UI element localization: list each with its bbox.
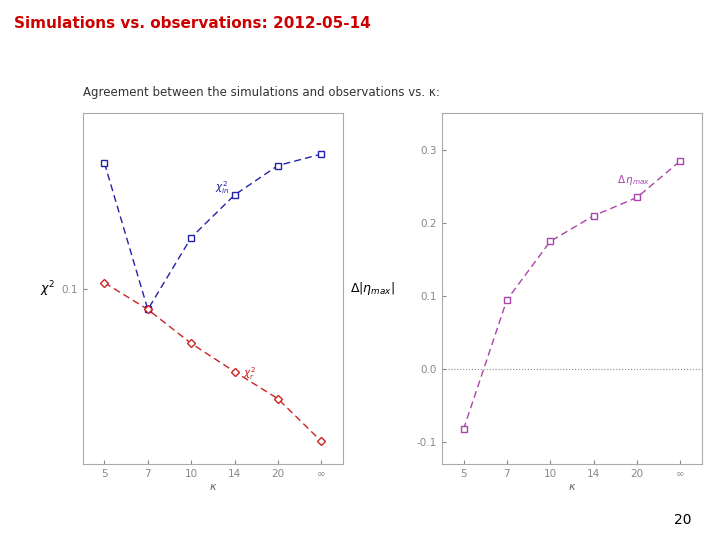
- Text: 20: 20: [674, 513, 691, 527]
- Y-axis label: $\Delta|\eta_{max}|$: $\Delta|\eta_{max}|$: [350, 280, 395, 298]
- Text: $\chi^2_{in}$: $\chi^2_{in}$: [215, 180, 230, 197]
- Text: Agreement between the simulations and observations vs. κ:: Agreement between the simulations and ob…: [83, 86, 440, 99]
- Text: Simulations vs. observations: 2012-05-14: Simulations vs. observations: 2012-05-14: [14, 16, 371, 31]
- X-axis label: $\kappa$: $\kappa$: [567, 482, 576, 492]
- X-axis label: $\kappa$: $\kappa$: [209, 482, 217, 492]
- Y-axis label: $\chi^2$: $\chi^2$: [40, 279, 55, 299]
- Text: $\chi^2_r$: $\chi^2_r$: [243, 365, 256, 382]
- Text: $\Delta\,\eta_{max}$: $\Delta\,\eta_{max}$: [618, 173, 651, 187]
